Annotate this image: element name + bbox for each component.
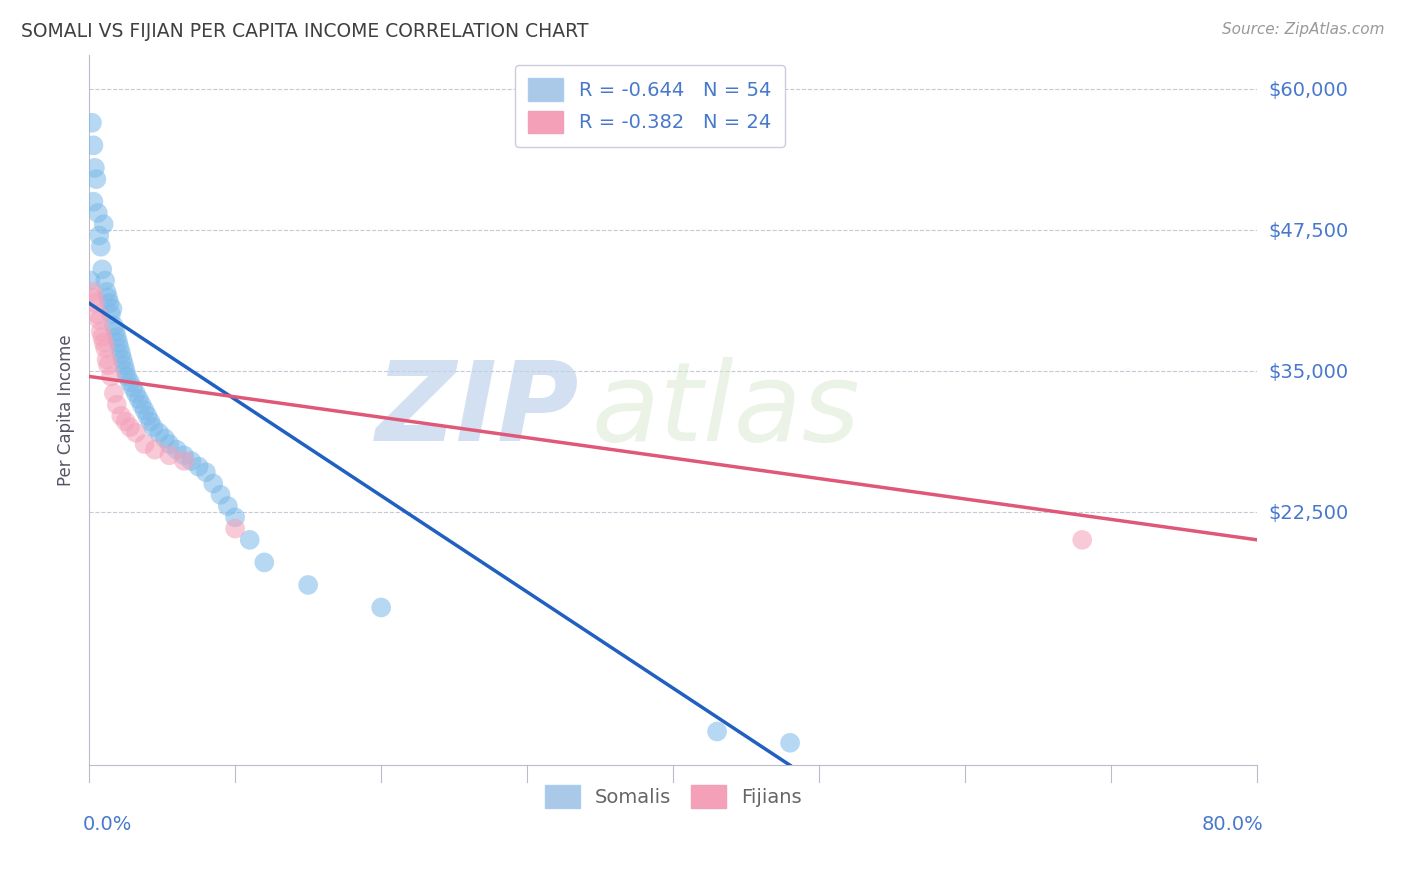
- Point: [128, 392, 150, 406]
- Point: [93, 335, 115, 350]
- Point: [297, 578, 319, 592]
- Y-axis label: Per Capita Income: Per Capita Income: [58, 334, 75, 486]
- Legend: Somalis, Fijians: Somalis, Fijians: [533, 773, 814, 820]
- Point: [107, 335, 129, 350]
- Point: [122, 381, 145, 395]
- Point: [87, 206, 110, 220]
- Point: [118, 375, 141, 389]
- Point: [706, 724, 728, 739]
- Point: [202, 476, 225, 491]
- Point: [94, 341, 117, 355]
- Point: [91, 262, 114, 277]
- Point: [173, 448, 195, 462]
- Point: [108, 341, 131, 355]
- Point: [118, 420, 141, 434]
- Point: [105, 398, 128, 412]
- Point: [370, 600, 392, 615]
- Point: [100, 369, 122, 384]
- Point: [89, 228, 111, 243]
- Point: [90, 240, 112, 254]
- Point: [157, 437, 180, 451]
- Point: [89, 313, 111, 327]
- Point: [253, 556, 276, 570]
- Point: [239, 533, 262, 547]
- Point: [180, 454, 202, 468]
- Point: [97, 358, 120, 372]
- Point: [101, 301, 124, 316]
- Point: [93, 217, 115, 231]
- Point: [217, 499, 239, 513]
- Point: [125, 386, 148, 401]
- Point: [114, 415, 136, 429]
- Text: ZIP: ZIP: [377, 357, 579, 464]
- Point: [80, 285, 103, 299]
- Point: [104, 324, 127, 338]
- Point: [98, 296, 121, 310]
- Point: [136, 409, 159, 423]
- Point: [148, 425, 170, 440]
- Text: SOMALI VS FIJIAN PER CAPITA INCOME CORRELATION CHART: SOMALI VS FIJIAN PER CAPITA INCOME CORRE…: [21, 22, 589, 41]
- Point: [87, 307, 110, 321]
- Point: [86, 172, 108, 186]
- Text: 0.0%: 0.0%: [83, 815, 132, 834]
- Point: [84, 296, 107, 310]
- Point: [134, 403, 156, 417]
- Point: [1071, 533, 1094, 547]
- Point: [114, 364, 136, 378]
- Point: [173, 454, 195, 468]
- Point: [97, 291, 120, 305]
- Point: [84, 161, 107, 175]
- Point: [111, 352, 134, 367]
- Point: [110, 409, 132, 423]
- Point: [209, 488, 232, 502]
- Point: [131, 398, 153, 412]
- Point: [153, 431, 176, 445]
- Point: [224, 522, 246, 536]
- Point: [139, 415, 162, 429]
- Text: 80.0%: 80.0%: [1202, 815, 1264, 834]
- Point: [90, 324, 112, 338]
- Point: [79, 274, 101, 288]
- Point: [100, 307, 122, 321]
- Point: [125, 425, 148, 440]
- Point: [103, 318, 125, 333]
- Point: [96, 352, 118, 367]
- Point: [143, 442, 166, 457]
- Point: [103, 386, 125, 401]
- Point: [142, 420, 165, 434]
- Point: [134, 437, 156, 451]
- Point: [80, 116, 103, 130]
- Point: [96, 285, 118, 299]
- Point: [91, 330, 114, 344]
- Point: [82, 291, 104, 305]
- Point: [187, 459, 209, 474]
- Point: [115, 369, 138, 384]
- Point: [779, 736, 801, 750]
- Point: [82, 138, 104, 153]
- Point: [166, 442, 188, 457]
- Point: [157, 448, 180, 462]
- Text: atlas: atlas: [592, 357, 860, 464]
- Point: [224, 510, 246, 524]
- Point: [94, 274, 117, 288]
- Point: [112, 358, 135, 372]
- Point: [82, 194, 104, 209]
- Point: [110, 347, 132, 361]
- Text: Source: ZipAtlas.com: Source: ZipAtlas.com: [1222, 22, 1385, 37]
- Point: [105, 330, 128, 344]
- Point: [194, 465, 217, 479]
